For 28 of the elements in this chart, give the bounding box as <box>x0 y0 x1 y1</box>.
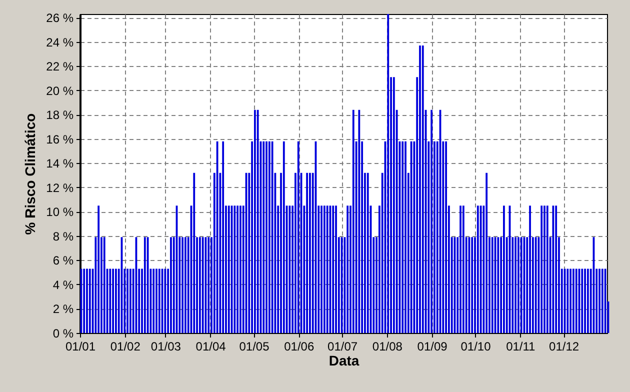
y-tick-label: 12 % <box>46 180 74 195</box>
x-tick-label: 01/08 <box>372 340 403 354</box>
x-tick-label: 01/01 <box>65 340 96 354</box>
x-tick-label: 01/07 <box>328 340 358 354</box>
x-tick-label: 01/03 <box>150 340 182 354</box>
y-tick-label: 0 % <box>52 326 74 340</box>
y-tick-label: 8 % <box>52 229 74 244</box>
y-tick-label: 16 % <box>46 132 74 146</box>
y-tick-label: 10 % <box>46 205 74 220</box>
x-tick-label: 01/09 <box>417 340 448 354</box>
y-tick-label: 26 % <box>46 11 74 26</box>
x-tick-label: 01/04 <box>196 340 226 354</box>
y-tick-label: 2 % <box>52 302 74 316</box>
y-tick-label: 6 % <box>52 254 74 268</box>
x-tick-label: 01/11 <box>506 340 536 354</box>
x-tick-label: 01/05 <box>239 340 270 354</box>
y-tick-label: 20 % <box>46 84 74 98</box>
x-tick-label: 01/02 <box>110 340 141 354</box>
y-tick-label: 4 % <box>52 278 74 292</box>
y-tick-label: 14 % <box>46 156 74 171</box>
y-tick-label: 24 % <box>46 35 74 50</box>
x-tick-label: 01/10 <box>460 340 492 354</box>
x-tick-label: 01/06 <box>284 340 314 354</box>
y-tick-label: 22 % <box>46 60 74 74</box>
y-tick-label: 18 % <box>46 108 74 122</box>
x-tick-label: 01/12 <box>549 340 580 354</box>
y-axis-title: % Risco Climático <box>22 113 38 235</box>
x-axis-title: Data <box>328 352 360 368</box>
